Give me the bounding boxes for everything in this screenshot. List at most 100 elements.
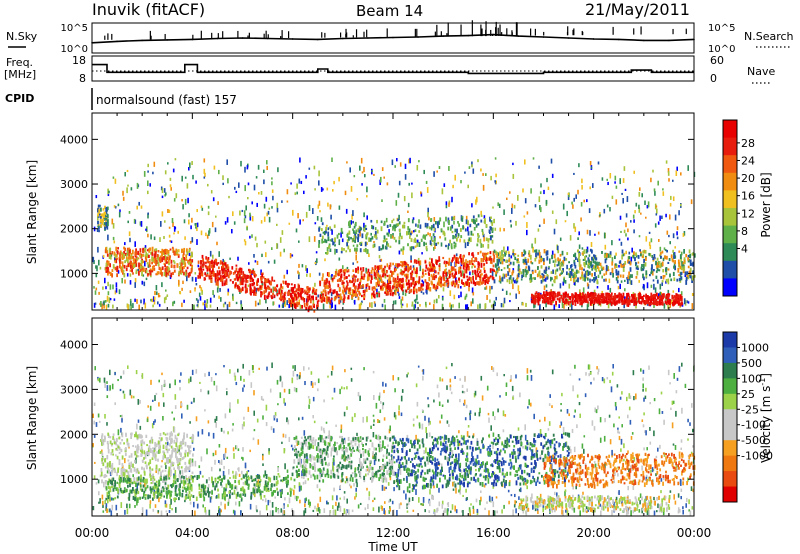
echo-band-cell [649, 274, 651, 277]
echo-band-cell [333, 289, 336, 294]
echo-cell [575, 485, 577, 490]
echo-cell [655, 455, 658, 459]
echo-cell [645, 474, 648, 478]
echo-band-cell [454, 235, 456, 239]
echo-cell [94, 461, 96, 464]
echo-band-cell [359, 281, 361, 286]
echo-cell [433, 304, 435, 310]
echo-band-cell [438, 256, 441, 261]
echo-cell [550, 289, 552, 293]
echo-band-cell [172, 260, 175, 263]
echo-cell [627, 297, 630, 300]
echo-band-cell [576, 300, 579, 304]
echo-cell [163, 495, 165, 498]
echo-cell [589, 186, 591, 190]
echo-band-cell [218, 277, 221, 281]
echo-band-cell [634, 300, 636, 304]
echo-cell [471, 261, 473, 265]
echo-band-cell [454, 282, 456, 287]
echo-band-cell [369, 237, 372, 242]
echo-cell [229, 257, 231, 260]
echo-band-cell [583, 294, 585, 298]
echo-cell [443, 221, 445, 228]
echo-band-cell [485, 252, 488, 255]
echo-band-cell [635, 276, 638, 279]
echo-cell [593, 289, 596, 294]
echo-band-cell [256, 287, 259, 291]
echo-band-cell [115, 246, 118, 251]
echo-band-cell [300, 291, 303, 294]
echo-band-cell [661, 280, 664, 283]
echo-band-cell [670, 278, 673, 282]
echo-cell [95, 265, 97, 269]
echo-band-cell [250, 274, 252, 280]
echo-cell [523, 477, 525, 480]
echo-band-cell [644, 262, 647, 267]
echo-band-cell [571, 297, 574, 303]
echo-band-cell [399, 283, 401, 288]
echo-band-cell [341, 231, 344, 235]
echo-band-cell [131, 262, 134, 268]
echo-cell [158, 379, 160, 383]
echo-band-cell [532, 277, 535, 280]
echo-cell [614, 175, 617, 181]
echo-cell [512, 249, 514, 255]
echo-band-cell [349, 248, 351, 253]
echo-band-cell [683, 265, 686, 271]
echo-cell [308, 236, 311, 243]
echo-band-cell [492, 264, 495, 268]
echo-cell [388, 500, 390, 503]
colorbar-swatch [723, 137, 737, 156]
echo-band-cell [653, 300, 656, 306]
echo-band-cell [385, 270, 388, 274]
echo-cell [573, 273, 575, 279]
echo-band-cell [313, 303, 315, 309]
echo-cell [103, 303, 105, 309]
echo-band-cell [402, 224, 404, 229]
echo-band-cell [408, 283, 411, 288]
echo-cell [585, 372, 587, 376]
echo-band-cell [405, 282, 408, 286]
echo-cell [243, 416, 245, 420]
echo-band-cell [545, 291, 548, 295]
echo-band-cell [157, 257, 159, 261]
echo-cell [421, 252, 423, 255]
echo-band-cell [156, 271, 159, 276]
echo-cell [534, 204, 537, 208]
echo-cell [637, 297, 639, 303]
echo-cell [445, 268, 447, 271]
echo-cell [438, 295, 440, 299]
echo-band-cell [595, 268, 598, 272]
echo-cell [130, 300, 132, 306]
echo-cell [340, 232, 342, 238]
echo-cell [312, 299, 315, 306]
echo-cell [411, 301, 414, 305]
echo-band-cell [477, 281, 480, 286]
echo-band-cell [296, 302, 299, 308]
cpid-text: normalsound (fast) 157 [96, 93, 237, 107]
echo-band-cell [481, 281, 483, 285]
echo-band-cell [469, 260, 471, 266]
echo-cell [440, 242, 443, 247]
echo-band-cell [151, 247, 154, 253]
echo-band-cell [177, 254, 180, 258]
echo-band-cell [122, 269, 125, 273]
echo-band-cell [98, 209, 101, 214]
echo-band-cell [394, 287, 397, 290]
echo-cell [660, 291, 662, 297]
echo-cell [402, 249, 404, 255]
echo-cell [489, 299, 491, 303]
echo-band-cell [618, 298, 621, 303]
echo-cell [422, 292, 425, 295]
echo-cell [110, 256, 112, 260]
echo-band-cell [538, 254, 541, 259]
echo-cell [187, 197, 189, 204]
echo-band-cell [626, 279, 629, 284]
echo-cell [523, 215, 526, 218]
echo-band-cell [347, 245, 350, 250]
echo-band-cell [285, 280, 287, 285]
echo-band-cell [401, 289, 404, 292]
echo-band-cell [568, 261, 570, 264]
echo-cell [571, 304, 573, 311]
echo-band-cell [229, 279, 232, 282]
